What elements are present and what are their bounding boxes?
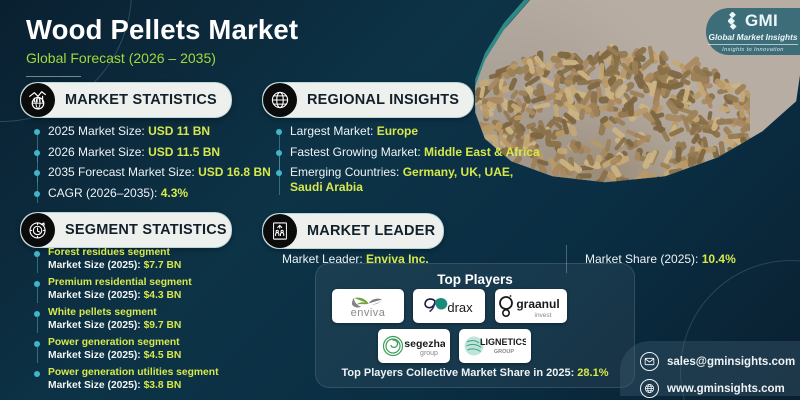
svg-text:enviva: enviva — [351, 307, 386, 319]
svg-text:GROUP: GROUP — [494, 349, 515, 355]
svg-text:group: group — [420, 350, 438, 357]
svg-text:LIGNETICS: LIGNETICS — [480, 337, 526, 347]
svg-text:drax: drax — [447, 300, 473, 315]
svg-text:segezha: segezha — [404, 338, 445, 350]
svg-text:graanul: graanul — [516, 297, 559, 311]
svg-text:invest: invest — [535, 312, 552, 319]
